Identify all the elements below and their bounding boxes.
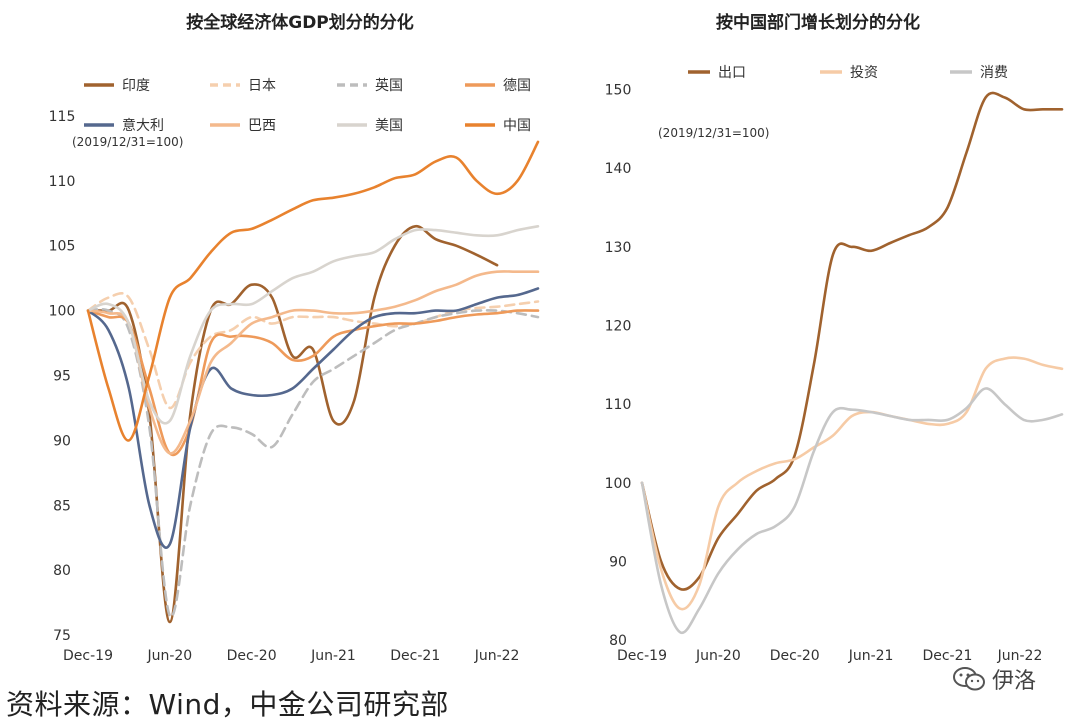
- chart-panel-gdp: 按全球经济体GDP划分的分化 75 80 85 90 95 100 105 110 115 Dec-…: [49, 12, 540, 664]
- legend-label: 巴西: [248, 118, 276, 134]
- chart-panel-china-sectors: 按中国部门增长划分的分化 80 90 100 110 120 130 140 150 Dec-19…: [605, 12, 1064, 664]
- chart-title: 按全球经济体GDP划分的分化: [186, 12, 414, 33]
- legend-label: 意大利: [122, 117, 164, 134]
- legend-label: 出口: [718, 65, 746, 81]
- series-line-series-5: [86, 287, 540, 549]
- x-tick-label: Dec-19: [63, 648, 113, 664]
- legend-label: 投资: [850, 65, 878, 81]
- y-tick-label: 100: [49, 304, 76, 320]
- series-line-series-8: [86, 140, 540, 442]
- watermark: 伊洛: [952, 663, 1036, 695]
- series-line-series-1: [86, 224, 499, 624]
- series-line-series-1: [640, 91, 1064, 591]
- x-tick-label: Dec-20: [227, 648, 277, 664]
- y-tick-label: 115: [49, 109, 76, 125]
- y-tick-label: 105: [49, 239, 76, 255]
- legend-label: 美国: [375, 118, 403, 134]
- y-tick-label: 120: [605, 319, 632, 335]
- y-tick-label: 110: [605, 397, 632, 413]
- x-tick-label: Dec-19: [617, 648, 667, 664]
- legend-label: 中国: [503, 118, 531, 134]
- y-tick-label: 80: [53, 563, 71, 579]
- x-tick-label: Jun-21: [310, 648, 356, 664]
- series-line-series-3: [86, 307, 540, 619]
- base-note: (2019/12/31=100): [658, 126, 770, 140]
- watermark-text: 伊洛: [992, 669, 1037, 694]
- y-tick-label: 90: [609, 554, 627, 570]
- y-tick-label: 130: [605, 240, 632, 256]
- source-caption: 资料来源：Wind，中金公司研究部: [6, 688, 449, 721]
- y-tick-label: 95: [53, 368, 71, 384]
- series-line-series-4: [86, 309, 540, 457]
- y-tick-label: 85: [53, 498, 71, 514]
- y-tick-label: 140: [605, 161, 632, 177]
- x-tick-label: Jun-20: [695, 648, 741, 664]
- series-line-series-6: [86, 270, 540, 455]
- x-tick-label: Dec-20: [770, 648, 820, 664]
- series-line-series-3: [640, 387, 1064, 635]
- legend-label: 日本: [248, 78, 276, 94]
- base-note: (2019/12/31=100): [72, 135, 184, 149]
- x-tick-label: Jun-22: [474, 648, 520, 664]
- y-tick-label: 100: [605, 476, 632, 492]
- chart-title: 按中国部门增长划分的分化: [716, 12, 920, 33]
- x-tick-label: Jun-22: [997, 648, 1043, 664]
- y-tick-label: 90: [53, 433, 71, 449]
- series-line-series-7: [86, 225, 540, 425]
- y-tick-label: 150: [605, 83, 632, 99]
- legend-label: 英国: [375, 77, 403, 94]
- y-tick-label: 110: [49, 174, 76, 190]
- legend-label: 印度: [122, 78, 150, 94]
- legend-label: 消费: [980, 65, 1008, 81]
- x-tick-label: Jun-21: [848, 648, 894, 664]
- x-tick-label: Dec-21: [922, 648, 972, 664]
- x-tick-label: Dec-21: [390, 648, 440, 664]
- y-tick-label: 75: [53, 628, 71, 644]
- wechat-icon: [953, 667, 985, 691]
- series-line-series-2: [640, 356, 1064, 611]
- x-tick-label: Jun-20: [146, 648, 192, 664]
- y-tick-label: 80: [609, 633, 627, 649]
- legend-label: 德国: [503, 78, 531, 94]
